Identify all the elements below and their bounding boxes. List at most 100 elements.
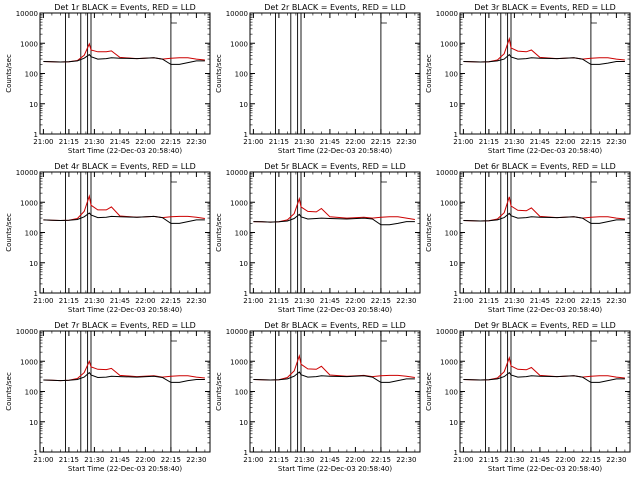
y-axis-label: Counts/sec — [215, 54, 223, 93]
y-tick-label: 1 — [244, 290, 248, 298]
y-tick-label: 100 — [445, 230, 458, 238]
y-tick-label: 100 — [235, 389, 248, 397]
y-tick-label: 1000 — [230, 40, 248, 48]
detector-panel-5: Det 5r BLACK = Events, RED = LLD Counts/s… — [215, 162, 421, 314]
x-tick-label: 21:30 — [294, 297, 314, 305]
x-tick-label: 22:30 — [396, 456, 416, 464]
detector-panel-1: Det 1r BLACK = Events, RED = LLD Counts/s… — [5, 3, 211, 155]
x-tick-label: 22:15 — [161, 138, 181, 146]
x-tick-label: 21:30 — [84, 297, 104, 305]
x-tick-label: 21:15 — [479, 138, 499, 146]
x-tick-label: 21:00 — [33, 456, 53, 464]
events-series-line — [43, 371, 205, 383]
x-tick-label: 22:15 — [161, 456, 181, 464]
y-tick-label: 10 — [449, 101, 458, 109]
y-tick-label: 1 — [34, 449, 38, 457]
x-tick-label: 22:00 — [555, 138, 575, 146]
x-tick-label: 21:15 — [269, 138, 289, 146]
interval-marker-bracket — [590, 16, 597, 24]
x-tick-label: 22:15 — [581, 456, 601, 464]
x-tick-label: 21:30 — [504, 297, 524, 305]
x-tick-label: 22:00 — [135, 138, 155, 146]
x-tick-label: 21:45 — [110, 138, 130, 146]
detector-panel-7: Det 7r BLACK = Events, RED = LLD Counts/s… — [5, 321, 211, 473]
interval-marker-bracket — [170, 334, 177, 342]
interval-marker-bracket — [380, 16, 387, 24]
y-tick-label: 10000 — [16, 328, 38, 336]
y-axis-label: Counts/sec — [425, 54, 433, 93]
x-axis-label: Start Time (22-Dec-03 20:58:40) — [488, 147, 602, 155]
y-tick-label: 1 — [34, 131, 38, 139]
interval-marker-bracket — [170, 175, 177, 183]
x-tick-label: 22:00 — [345, 297, 365, 305]
y-tick-label: 1000 — [440, 40, 458, 48]
x-tick-label: 22:00 — [345, 456, 365, 464]
panel-title: Det 9r BLACK = Events, RED = LLD — [474, 321, 616, 330]
panel-title: Det 8r BLACK = Events, RED = LLD — [264, 321, 406, 330]
x-tick-label: 21:15 — [269, 297, 289, 305]
detector-panel-9: Det 9r BLACK = Events, RED = LLD Counts/s… — [425, 321, 631, 473]
y-tick-label: 100 — [25, 230, 38, 238]
x-tick-label: 21:00 — [33, 138, 53, 146]
y-axis-label: Counts/sec — [5, 54, 13, 93]
x-tick-label: 22:30 — [396, 138, 416, 146]
y-axis-label: Counts/sec — [215, 213, 223, 252]
x-tick-label: 22:00 — [555, 297, 575, 305]
y-axis-label: Counts/sec — [5, 372, 13, 411]
x-tick-label: 22:00 — [135, 297, 155, 305]
x-tick-label: 22:15 — [371, 297, 391, 305]
lld-series-line — [43, 42, 205, 63]
y-tick-label: 1 — [454, 290, 458, 298]
y-tick-label: 10000 — [226, 169, 248, 177]
x-axis-label: Start Time (22-Dec-03 20:58:40) — [278, 306, 392, 314]
y-tick-label: 100 — [445, 71, 458, 79]
panel-title: Det 1r BLACK = Events, RED = LLD — [54, 3, 196, 12]
y-tick-label: 10000 — [16, 169, 38, 177]
x-tick-label: 22:00 — [555, 456, 575, 464]
x-tick-label: 21:45 — [320, 297, 340, 305]
events-series-line — [43, 53, 205, 65]
x-tick-label: 21:45 — [530, 297, 550, 305]
x-tick-label: 21:30 — [84, 138, 104, 146]
x-tick-label: 21:15 — [59, 138, 79, 146]
x-tick-label: 21:30 — [504, 456, 524, 464]
x-tick-label: 22:15 — [371, 138, 391, 146]
y-tick-label: 100 — [25, 71, 38, 79]
y-tick-label: 10000 — [436, 169, 458, 177]
x-tick-label: 21:30 — [294, 456, 314, 464]
y-tick-label: 100 — [235, 71, 248, 79]
y-tick-label: 10 — [239, 419, 248, 427]
x-tick-label: 22:15 — [371, 456, 391, 464]
interval-marker-bracket — [590, 175, 597, 183]
detector-panel-2: Det 2r BLACK = Events, RED = LLD Counts/s… — [215, 3, 421, 155]
x-tick-label: 22:00 — [345, 138, 365, 146]
y-axis-label: Counts/sec — [215, 372, 223, 411]
x-tick-label: 21:45 — [530, 138, 550, 146]
y-tick-label: 10000 — [436, 10, 458, 18]
x-tick-label: 22:30 — [606, 297, 626, 305]
y-tick-label: 10 — [239, 101, 248, 109]
y-tick-label: 100 — [235, 230, 248, 238]
lld-series-line — [43, 359, 205, 382]
panel-title: Det 2r BLACK = Events, RED = LLD — [264, 3, 406, 12]
x-axis-label: Start Time (22-Dec-03 20:58:40) — [488, 465, 602, 473]
y-tick-label: 10 — [29, 419, 38, 427]
x-tick-label: 21:30 — [84, 456, 104, 464]
y-tick-label: 1000 — [440, 199, 458, 207]
x-tick-label: 21:45 — [110, 297, 130, 305]
events-series-line — [463, 371, 625, 383]
x-axis-label: Start Time (22-Dec-03 20:58:40) — [278, 465, 392, 473]
x-tick-label: 22:00 — [135, 456, 155, 464]
x-tick-label: 21:00 — [243, 138, 263, 146]
y-tick-label: 10 — [29, 101, 38, 109]
y-tick-label: 1000 — [440, 358, 458, 366]
x-tick-label: 21:15 — [269, 456, 289, 464]
x-tick-label: 21:00 — [243, 297, 263, 305]
y-tick-label: 100 — [445, 389, 458, 397]
y-tick-label: 1000 — [230, 358, 248, 366]
x-tick-label: 21:45 — [110, 456, 130, 464]
y-tick-label: 10 — [449, 260, 458, 268]
events-series-line — [43, 212, 205, 224]
y-axis-label: Counts/sec — [5, 213, 13, 252]
events-series-line — [253, 371, 415, 383]
